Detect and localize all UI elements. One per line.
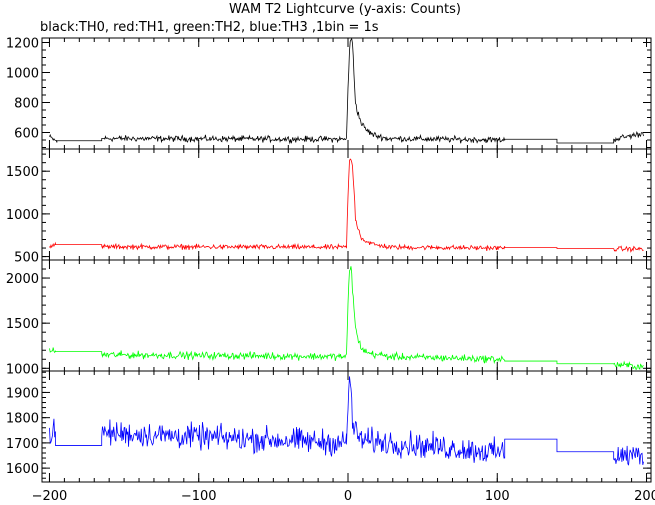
y-tick-label: 2000 <box>6 272 39 287</box>
series-line-th3 <box>49 376 644 466</box>
y-tick-label: 1200 <box>6 37 39 52</box>
chart-subtitle: black:TH0, red:TH1, green:TH2, blue:TH3 … <box>40 20 379 35</box>
panel-th0: 600 800 1000 1200 <box>6 37 652 150</box>
y-tick-label: 1000 <box>6 208 39 223</box>
x-tick-label: 100 <box>485 489 510 504</box>
y-tick-label: 1000 <box>6 67 39 82</box>
chart-title: WAM T2 Lightcurve (y-axis: Counts) <box>229 2 461 17</box>
y-tick-label: 1500 <box>6 165 39 180</box>
y-tick-label: 1000 <box>6 362 39 377</box>
y-tick-label: 600 <box>14 127 39 142</box>
panel-frame <box>41 370 652 483</box>
panel-th1: 500 1000 1500 <box>6 148 652 266</box>
x-tick-label: 200 <box>634 489 655 504</box>
panel-th3: 1600 1700 1800 1900 <box>6 370 652 483</box>
y-tick-label: 1800 <box>6 412 39 427</box>
panel-th2: 1000 1500 2000 <box>6 259 652 377</box>
y-tick-label: 1900 <box>6 386 39 401</box>
series-line-th0 <box>49 38 644 145</box>
x-tick-label: −200 <box>32 489 68 504</box>
y-tick-label: 1600 <box>6 462 39 477</box>
x-tick-label: −100 <box>181 489 217 504</box>
y-tick-label: 800 <box>14 97 39 112</box>
y-tick-label: 1700 <box>6 437 39 452</box>
y-tick-label: 1500 <box>6 317 39 332</box>
y-tick-label: 500 <box>14 251 39 266</box>
x-tick-label: 0 <box>344 489 352 504</box>
series-line-th1 <box>49 158 644 253</box>
panels-group: 6008001000120050010001500100015002000160… <box>6 37 655 505</box>
series-line-th2 <box>49 266 644 371</box>
